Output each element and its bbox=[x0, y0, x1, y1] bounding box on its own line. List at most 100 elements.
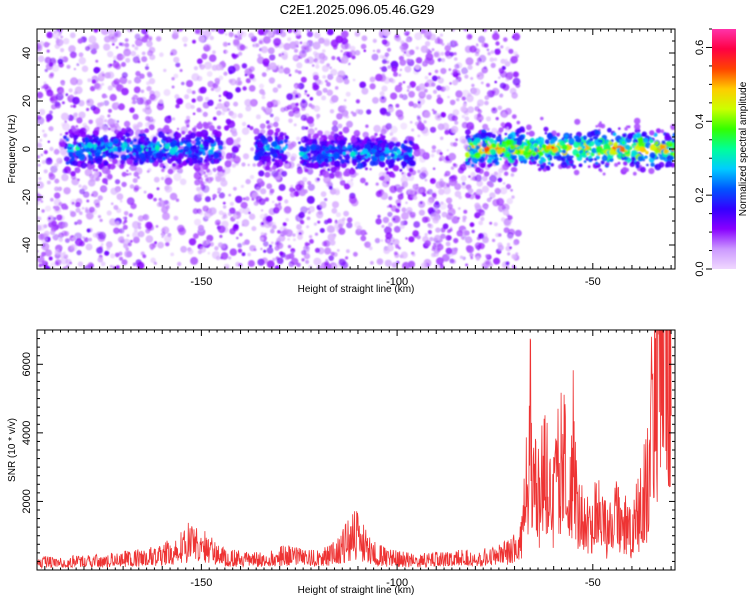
noise-cell bbox=[48, 62, 54, 67]
noise-cell bbox=[37, 201, 40, 206]
signal-cell bbox=[567, 165, 571, 169]
noise-cell bbox=[449, 82, 452, 85]
noise-cell bbox=[242, 86, 247, 91]
noise-cell bbox=[192, 112, 196, 116]
noise-cell bbox=[286, 93, 294, 101]
signal-cell bbox=[660, 129, 665, 134]
snr-series-line bbox=[37, 330, 672, 570]
noise-cell bbox=[125, 57, 131, 63]
noise-cell bbox=[288, 261, 295, 268]
noise-cell bbox=[272, 257, 276, 262]
noise-cell bbox=[506, 127, 509, 130]
noise-cell bbox=[324, 219, 329, 225]
noise-cell bbox=[435, 227, 441, 233]
signal-cell bbox=[264, 171, 271, 178]
noise-cell bbox=[220, 252, 229, 260]
noise-cell bbox=[46, 180, 51, 185]
noise-cell bbox=[411, 128, 415, 132]
top-y-tick-label: -40 bbox=[21, 237, 33, 253]
noise-cell bbox=[87, 262, 94, 269]
signal-cell bbox=[147, 140, 151, 144]
noise-cell bbox=[355, 99, 360, 104]
noise-cell bbox=[158, 200, 166, 208]
noise-cell bbox=[96, 247, 103, 254]
noise-cell bbox=[511, 92, 518, 99]
noise-cell bbox=[184, 94, 190, 100]
noise-cell bbox=[232, 155, 241, 164]
noise-cell bbox=[274, 265, 280, 269]
noise-cell bbox=[107, 114, 111, 118]
noise-cell bbox=[41, 251, 46, 257]
signal-cell bbox=[304, 168, 309, 173]
signal-cell bbox=[525, 154, 529, 159]
bottom-y-tick-label: 6000 bbox=[21, 352, 33, 376]
noise-cell bbox=[265, 68, 269, 72]
noise-cell bbox=[306, 207, 310, 211]
noise-cell bbox=[67, 114, 75, 122]
signal-cell bbox=[95, 157, 103, 165]
noise-cell bbox=[261, 257, 269, 265]
noise-cell bbox=[330, 68, 338, 76]
noise-cell bbox=[345, 115, 349, 119]
signal-cell bbox=[510, 167, 516, 173]
signal-cell bbox=[619, 139, 622, 142]
noise-cell bbox=[328, 185, 333, 190]
noise-cell bbox=[116, 54, 124, 62]
signal-cell bbox=[104, 138, 109, 144]
noise-cell bbox=[485, 254, 489, 258]
noise-cell bbox=[393, 71, 398, 77]
noise-cell bbox=[414, 186, 423, 195]
noise-cell bbox=[436, 85, 442, 91]
signal-cell bbox=[544, 131, 548, 135]
top-y-tick-label: -20 bbox=[21, 189, 33, 205]
noise-cell bbox=[98, 105, 102, 108]
signal-cell bbox=[509, 145, 515, 150]
noise-cell bbox=[455, 138, 458, 142]
noise-cell bbox=[253, 128, 260, 135]
noise-cell bbox=[42, 129, 45, 133]
noise-cell bbox=[177, 261, 182, 267]
noise-cell bbox=[247, 252, 251, 257]
noise-cell bbox=[43, 41, 50, 48]
noise-cell bbox=[369, 76, 376, 83]
noise-cell bbox=[456, 97, 460, 102]
noise-cell bbox=[89, 85, 96, 92]
signal-cell bbox=[312, 162, 319, 169]
signal-cell bbox=[126, 169, 129, 173]
noise-cell bbox=[293, 123, 297, 127]
signal-cell bbox=[505, 139, 512, 146]
noise-cell bbox=[494, 80, 498, 84]
noise-cell bbox=[494, 187, 501, 195]
noise-cell bbox=[288, 118, 293, 124]
noise-cell bbox=[372, 38, 377, 44]
signal-cell bbox=[644, 138, 649, 143]
signal-cell bbox=[607, 127, 612, 133]
signal-cell bbox=[182, 140, 187, 144]
noise-cell bbox=[43, 83, 49, 90]
signal-cell bbox=[340, 158, 346, 164]
signal-cell bbox=[589, 148, 592, 151]
noise-cell bbox=[253, 200, 259, 206]
noise-cell bbox=[73, 67, 77, 71]
noise-cell bbox=[126, 234, 130, 237]
noise-cell bbox=[465, 245, 473, 252]
noise-cell bbox=[54, 259, 62, 266]
noise-cell bbox=[94, 82, 101, 89]
noise-cell bbox=[485, 260, 491, 266]
signal-cell bbox=[334, 171, 341, 177]
noise-cell bbox=[345, 91, 351, 97]
signal-cell bbox=[283, 132, 287, 136]
noise-cell bbox=[91, 190, 99, 198]
noise-cell bbox=[173, 215, 179, 221]
noise-cell bbox=[499, 82, 506, 89]
noise-cell bbox=[175, 104, 180, 109]
noise-cell bbox=[199, 211, 204, 216]
noise-cell bbox=[313, 105, 321, 112]
noise-cell bbox=[424, 75, 429, 80]
signal-cell bbox=[526, 124, 532, 131]
noise-cell bbox=[322, 241, 328, 247]
signal-cell bbox=[271, 165, 277, 171]
noise-cell bbox=[100, 243, 104, 246]
noise-cell bbox=[132, 262, 137, 267]
